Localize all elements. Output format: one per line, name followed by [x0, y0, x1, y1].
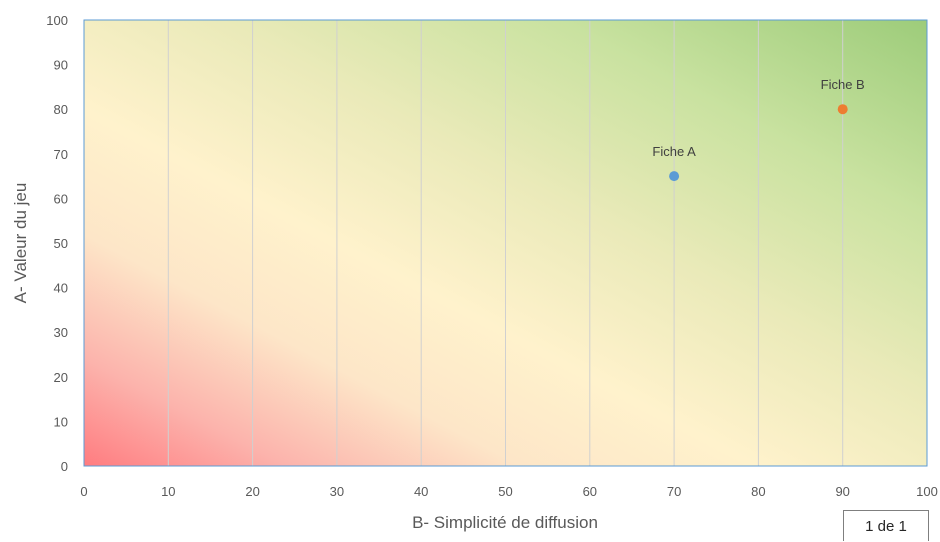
x-tick-label: 80: [751, 484, 765, 499]
y-tick-label: 50: [54, 236, 68, 251]
plot-area-border: [83, 19, 928, 467]
y-tick-label: 0: [61, 459, 68, 474]
x-tick-label: 60: [583, 484, 597, 499]
x-tick-label: 100: [916, 484, 938, 499]
y-tick-label: 40: [54, 281, 68, 296]
x-tick-label: 20: [245, 484, 259, 499]
page-indicator: 1 de 1: [843, 510, 929, 541]
x-tick-label: 10: [161, 484, 175, 499]
y-tick-label: 90: [54, 58, 68, 73]
x-axis-title: B- Simplicité de diffusion: [412, 513, 598, 532]
x-tick-label: 90: [835, 484, 849, 499]
y-tick-label: 30: [54, 325, 68, 340]
y-axis-ticks: 0 10 20 30 40 50 60 70 80 90 100: [46, 13, 68, 474]
x-tick-label: 70: [667, 484, 681, 499]
y-tick-label: 70: [54, 147, 68, 162]
gridlines: [167, 20, 844, 466]
x-axis-ticks: 0 10 20 30 40 50 60 70 80 90 100: [80, 484, 937, 499]
x-tick-label: 40: [414, 484, 428, 499]
x-tick-label: 0: [80, 484, 87, 499]
data-point: [837, 104, 848, 115]
data-point-label: Fiche A: [652, 144, 696, 159]
y-axis-title: A- Valeur du jeu: [11, 183, 30, 304]
x-tick-label: 30: [330, 484, 344, 499]
x-tick-label: 50: [498, 484, 512, 499]
data-point-label: Fiche B: [821, 77, 865, 92]
y-tick-label: 100: [46, 13, 68, 28]
y-tick-label: 20: [54, 370, 68, 385]
y-tick-label: 60: [54, 191, 68, 206]
y-tick-label: 10: [54, 414, 68, 429]
data-point: [669, 171, 680, 182]
data-points: Fiche A Fiche B: [652, 77, 865, 182]
y-tick-label: 80: [54, 102, 68, 117]
